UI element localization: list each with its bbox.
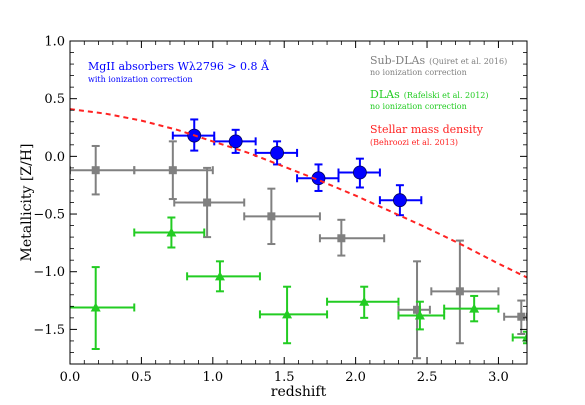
plot-frame (69, 40, 528, 365)
point-dlas-5 (326, 285, 400, 319)
point-sub-dlas-4 (243, 187, 321, 246)
marker-square (337, 234, 346, 243)
point-mgii-absorbers-2 (213, 128, 257, 154)
marker-triangle (282, 309, 293, 319)
point-sub-dlas-7 (430, 239, 500, 345)
legend-label-subdla: Sub-DLAs (Quiret et al. 2016) (370, 54, 507, 67)
legend-label-dla: DLAs (Rafelski et al. 2012) (370, 88, 489, 101)
point-dlas-8 (511, 330, 527, 345)
marker-circle (228, 134, 243, 149)
point-mgii-absorbers-6 (378, 184, 423, 217)
point-dlas-2 (133, 216, 206, 249)
marker-triangle (522, 332, 527, 342)
point-mgii-absorbers-4 (296, 163, 340, 192)
marker-triangle (414, 310, 425, 320)
point-dlas-4 (258, 285, 329, 345)
legend-ref-dla: (Rafelski et al. 2012) (404, 91, 489, 100)
point-sub-dlas-2 (133, 140, 214, 201)
legend-label-mgii: MgII absorbers Wλ2796 > 0.8 Å (88, 59, 270, 73)
marker-square (517, 312, 526, 321)
y-tick-label: 0.5 (44, 92, 65, 107)
legend-ref-subdla: (Quiret et al. 2016) (429, 57, 507, 66)
marker-square (455, 287, 464, 296)
y-tick-label: −0.5 (33, 208, 65, 223)
plot-area (70, 108, 527, 360)
point-dlas-6 (397, 300, 446, 331)
marker-square (91, 166, 100, 175)
y-tick-label: −1.5 (33, 323, 65, 338)
marker-triangle (90, 302, 101, 312)
series-dlas (70, 216, 527, 351)
marker-circle (353, 165, 367, 180)
x-axis-label: redshift (271, 384, 327, 400)
x-tick-label: 0.5 (131, 370, 152, 385)
marker-triangle (359, 296, 370, 306)
y-tick-label: −1.0 (33, 265, 65, 280)
legend-note-subdla: no ionization correction (370, 68, 467, 77)
x-tick-label: 2.5 (417, 370, 438, 385)
marker-square (168, 166, 177, 175)
point-sub-dlas-5 (318, 218, 386, 257)
x-tick-label: 2.0 (345, 370, 366, 385)
y-axis-label: Metallicity [Z/H] (19, 144, 35, 262)
point-dlas-3 (186, 260, 261, 293)
legend: MgII absorbers Wλ2796 > 0.8 Å with ioniza… (88, 54, 507, 147)
marker-square (203, 198, 212, 207)
legend-note-mgii: with ionization correction (88, 75, 193, 84)
point-mgii-absorbers-5 (337, 157, 381, 189)
x-tick-label: 0.0 (60, 370, 81, 385)
marker-square (413, 305, 422, 314)
marker-triangle (469, 303, 480, 313)
point-sub-dlas-8 (503, 299, 527, 336)
legend-note-dla: no ionization correction (370, 102, 467, 111)
point-dlas-1 (70, 266, 136, 351)
marker-square (267, 212, 276, 221)
marker-circle (270, 145, 284, 160)
y-tick-label: 0.0 (44, 150, 65, 165)
marker-triangle (166, 227, 177, 237)
marker-circle (392, 193, 407, 208)
legend-label-stellar: Stellar mass density (370, 123, 484, 136)
x-tick-label: 1.5 (274, 370, 295, 385)
series-sub-dlas (70, 140, 527, 360)
y-tick-label: 1.0 (44, 35, 65, 50)
marker-triangle (214, 271, 225, 281)
x-tick-label: 1.0 (202, 370, 223, 385)
point-sub-dlas-6 (397, 260, 431, 360)
point-sub-dlas-3 (173, 166, 246, 239)
x-tick-label: 3.0 (488, 370, 509, 385)
axes: 0.0 0.5 1.0 1.5 2.0 2.5 3.0 −1.5 −1.0 −0.5 0.0 0.5 1… (19, 35, 528, 400)
point-sub-dlas-1 (70, 144, 136, 196)
point-mgii-absorbers-3 (254, 140, 299, 166)
legend-note-stellar: (Behroozi et al. 2013) (370, 138, 458, 147)
point-dlas-7 (443, 294, 500, 323)
